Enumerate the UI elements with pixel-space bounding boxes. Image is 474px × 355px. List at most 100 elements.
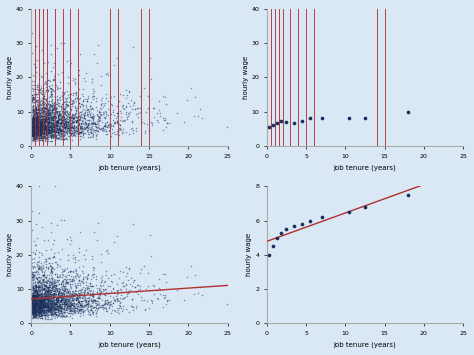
Point [49,283,57,289]
Point [41,118,49,124]
Point [51,110,58,116]
Point [56,120,64,126]
Point [160,293,167,298]
Point [40,305,48,311]
Point [33,287,40,293]
Point [58,109,65,114]
Point [32,312,39,317]
Point [32,128,39,133]
Point [43,285,50,291]
Point [94,118,102,124]
Point [41,102,48,108]
Point [92,302,100,307]
Point [48,312,55,318]
Point [29,308,37,313]
Point [46,307,54,313]
Point [291,223,298,229]
Point [101,109,109,114]
Point [77,306,84,312]
Point [41,116,49,121]
Point [33,301,40,306]
Point [84,300,91,305]
Point [29,266,37,271]
Point [162,102,170,107]
Point [49,122,56,127]
Point [40,109,48,114]
Point [36,108,44,113]
Point [75,87,82,92]
Point [59,294,66,300]
Point [31,273,39,278]
Point [33,304,41,309]
Point [51,121,58,127]
Point [67,101,75,106]
Point [79,103,87,108]
Point [53,301,61,306]
Point [57,297,64,303]
Point [28,83,36,88]
Point [47,296,55,302]
Point [41,310,48,316]
Point [42,291,49,297]
Point [69,255,76,261]
Point [32,125,40,131]
Point [36,278,43,284]
Point [27,304,35,310]
Point [51,110,59,116]
Point [36,307,44,313]
Point [36,126,43,132]
Point [55,299,63,305]
Point [42,97,50,103]
Point [72,273,79,279]
Point [60,293,67,298]
Point [36,265,43,271]
Point [37,299,45,305]
Point [58,113,65,119]
Point [31,121,39,127]
Point [86,106,94,112]
Point [31,298,38,304]
Point [30,295,37,301]
Point [52,129,59,135]
Point [29,122,37,127]
Point [39,307,47,312]
Point [83,274,91,279]
Point [73,268,80,274]
Point [33,109,40,115]
Point [36,129,43,134]
Point [65,94,73,100]
Point [46,101,54,106]
Point [48,271,55,276]
Point [35,297,43,303]
Point [33,138,40,143]
Point [28,119,36,124]
Point [72,127,80,133]
Point [48,114,55,120]
Point [87,307,94,313]
Point [34,300,41,306]
Point [94,42,102,48]
Point [100,304,107,310]
Point [41,125,48,131]
Point [98,112,105,118]
Point [40,122,48,127]
Point [29,285,37,291]
Point [33,288,41,294]
Point [50,126,58,132]
Point [150,114,158,120]
Point [79,121,86,126]
Point [31,306,39,312]
Point [30,91,37,97]
Point [86,312,93,318]
Point [43,129,50,134]
Point [40,119,48,125]
Point [101,304,109,310]
Point [49,288,57,294]
Point [39,312,47,318]
Point [29,87,36,92]
Point [40,108,48,114]
Point [31,303,38,309]
Point [46,288,53,294]
Point [48,285,56,291]
Point [55,126,63,132]
